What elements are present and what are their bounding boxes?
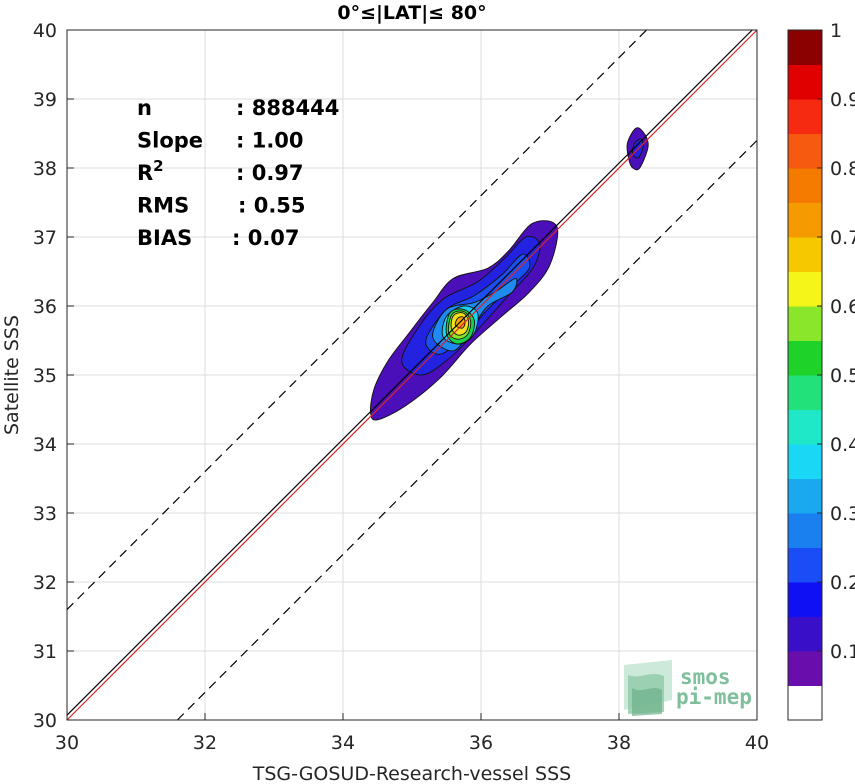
colorbar-tick-label: 0.1 bbox=[830, 641, 855, 663]
y-tick-label: 36 bbox=[33, 296, 57, 318]
y-tick-label: 35 bbox=[33, 365, 57, 387]
colorbar-tick-label: 0.3 bbox=[830, 503, 855, 525]
x-axis-label: TSG-GOSUD-Research-vessel SSS bbox=[252, 763, 572, 784]
reference-lines bbox=[66, 29, 758, 721]
y-tick-label: 38 bbox=[33, 158, 57, 180]
y-tick-label: 40 bbox=[33, 20, 57, 42]
colorbar-swatch bbox=[788, 444, 822, 479]
1-1-line-line bbox=[66, 29, 758, 721]
colorbar-swatch bbox=[788, 99, 822, 134]
colorbar-swatch bbox=[788, 340, 822, 376]
y-tick-label: 30 bbox=[33, 710, 57, 732]
x-tick-label: 38 bbox=[607, 732, 631, 754]
colorbar-swatch bbox=[788, 375, 822, 410]
colorbar-swatch bbox=[788, 64, 822, 100]
colorbar-swatch bbox=[788, 651, 822, 686]
x-tick-label: 34 bbox=[331, 732, 355, 754]
stat-name: RMS bbox=[137, 194, 189, 218]
colorbar-tick-label: 0.7 bbox=[830, 227, 855, 249]
y-tick-label: 33 bbox=[33, 503, 57, 525]
colorbar-swatch bbox=[788, 582, 822, 617]
colorbar-swatch bbox=[788, 168, 822, 203]
stat-name: Slope bbox=[137, 129, 203, 153]
y-tick-label: 31 bbox=[33, 641, 57, 663]
colorbar-tick-label: 0.4 bbox=[830, 434, 855, 456]
y-tick-label: 34 bbox=[33, 434, 57, 456]
colorbar-tick-label: 0.6 bbox=[830, 296, 855, 318]
lower-bound-line bbox=[176, 139, 758, 721]
colorbar-tick-label: 0.5 bbox=[830, 365, 855, 387]
logo-line2: pi-mep bbox=[676, 685, 752, 709]
y-axis: 30 31 32 33 34 35 36 37 38 39 40 bbox=[33, 20, 74, 732]
logo-waves-icon bbox=[624, 660, 672, 716]
colorbar-swatch bbox=[788, 133, 822, 169]
fit-line bbox=[66, 29, 753, 716]
colorbar-swatch bbox=[788, 616, 822, 652]
colorbar-swatch bbox=[788, 202, 822, 238]
colorbar-swatch bbox=[788, 547, 822, 583]
y-tick-label: 32 bbox=[33, 572, 57, 594]
x-tick-label: 36 bbox=[469, 732, 493, 754]
colorbar-swatch bbox=[788, 478, 822, 514]
stat-value: : 1.00 bbox=[236, 129, 304, 153]
x-tick-label: 40 bbox=[745, 732, 769, 754]
x-tick-label: 30 bbox=[55, 732, 79, 754]
x-axis: 30 32 34 36 38 40 bbox=[55, 713, 769, 754]
colorbar-swatch bbox=[788, 306, 822, 341]
colorbar: 0.1 0.2 0.3 0.4 0.5 0.6 0.7 0.8 0.9 1 bbox=[787, 20, 855, 721]
x-tick-label: 32 bbox=[193, 732, 217, 754]
colorbar-tick-label: 0.2 bbox=[830, 572, 855, 594]
upper-bound-line bbox=[66, 29, 648, 611]
colorbar-swatch bbox=[788, 513, 822, 548]
stat-name: BIAS bbox=[137, 226, 192, 250]
colorbar-swatch bbox=[788, 409, 822, 445]
chart-title: 0°≤|LAT|≤ 80° bbox=[337, 2, 486, 24]
colorbar-swatch bbox=[788, 685, 822, 721]
grid bbox=[66, 29, 758, 721]
y-tick-label: 37 bbox=[33, 227, 57, 249]
colorbar-swatch bbox=[788, 271, 822, 307]
stat-value: : 0.55 bbox=[238, 194, 306, 218]
colorbar-tick-label: 0.8 bbox=[830, 158, 855, 180]
y-tick-label: 39 bbox=[33, 89, 57, 111]
stat-value: : 888444 bbox=[236, 96, 339, 120]
colorbar-swatch bbox=[788, 30, 822, 65]
stat-name: n bbox=[137, 96, 152, 120]
colorbar-swatch bbox=[788, 237, 822, 272]
stat-value: : 0.07 bbox=[232, 226, 300, 250]
colorbar-tick-label: 0.9 bbox=[830, 89, 855, 111]
logo-line1: smos bbox=[680, 665, 731, 689]
smos-pi-mep-logo: smos pi-mep bbox=[624, 660, 752, 716]
colorbar-tick-label: 1 bbox=[830, 20, 842, 42]
y-axis-label: Satellite SSS bbox=[1, 315, 23, 435]
stat-value: : 0.97 bbox=[236, 161, 304, 185]
